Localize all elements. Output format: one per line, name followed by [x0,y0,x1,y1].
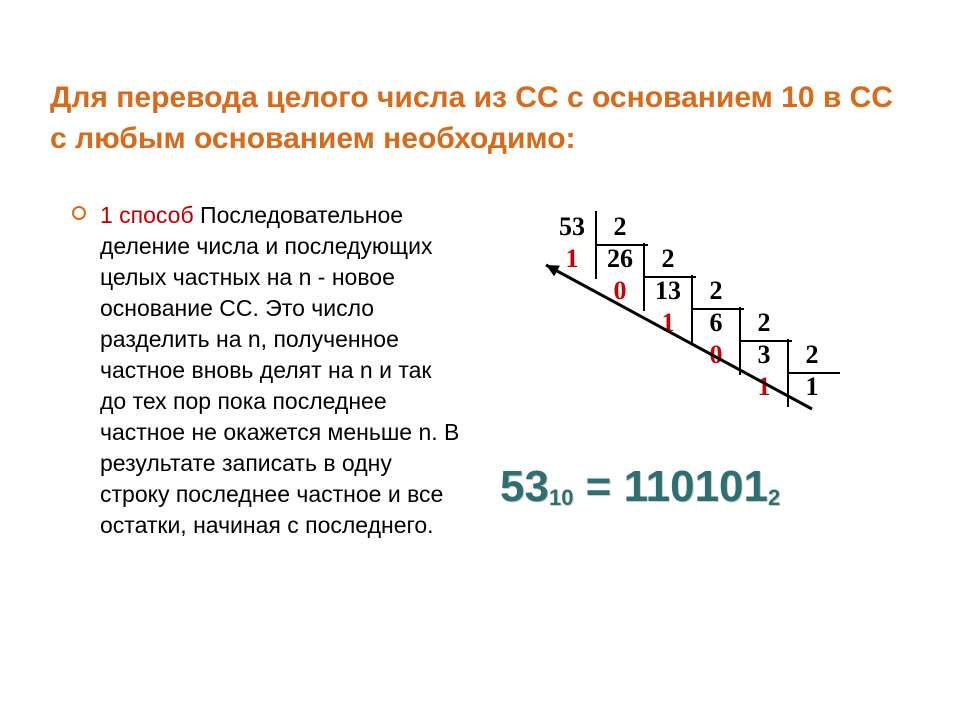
svg-text:2: 2 [758,308,771,337]
body-column: 1 способ Последовательное деление числа … [72,200,462,542]
division-diagram-svg: 5321262013216203211 [500,195,920,455]
svg-text:53: 53 [559,212,585,241]
svg-text:2: 2 [710,276,723,305]
svg-text:6: 6 [710,308,723,337]
svg-text:13: 13 [655,276,681,305]
bullet-lead: 1 способ [100,202,194,228]
bullet-item: 1 способ Последовательное деление числа … [72,200,462,542]
svg-text:3: 3 [758,340,771,369]
result-equation: 5310 = 1101012 [500,462,780,512]
bullet-marker-icon [72,206,86,220]
slide: Для перевода целого числа из СС с основа… [0,0,960,720]
result-lhs-sub: 10 [549,485,573,510]
svg-text:0: 0 [614,276,627,305]
bullet-body: Последовательное деление числа и последу… [100,202,459,538]
svg-text:2: 2 [662,244,675,273]
slide-title: Для перевода целого числа из СС с основа… [50,78,910,159]
bullet-text: 1 способ Последовательное деление числа … [100,200,462,542]
result-rhs-sub: 2 [768,485,780,510]
svg-text:26: 26 [607,244,633,273]
svg-text:1: 1 [806,372,819,401]
result-eq: = [573,462,623,511]
result-rhs-num: 110101 [624,462,768,511]
svg-text:1: 1 [566,244,579,273]
svg-text:2: 2 [806,340,819,369]
result-lhs-num: 53 [500,462,549,511]
svg-text:2: 2 [614,212,627,241]
division-diagram: 5321262013216203211 [500,195,920,455]
